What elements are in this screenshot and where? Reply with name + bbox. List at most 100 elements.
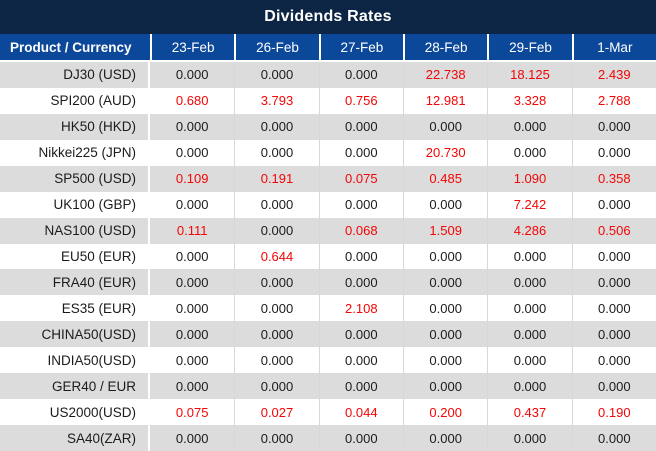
rate-cell: 0.191 <box>234 166 318 192</box>
product-cell: GER40 / EUR <box>0 373 150 399</box>
table-row: CHINA50(USD)0.0000.0000.0000.0000.0000.0… <box>0 321 656 347</box>
product-cell: Nikkei225 (JPN) <box>0 140 150 166</box>
rate-cell: 0.075 <box>150 399 234 425</box>
rate-cell: 0.000 <box>572 269 656 295</box>
widget-title: Dividends Rates <box>0 0 656 34</box>
product-cell: SP500 (USD) <box>0 166 150 192</box>
rate-cell: 0.506 <box>572 218 656 244</box>
rate-cell: 0.000 <box>487 295 571 321</box>
rate-cell: 0.000 <box>403 321 487 347</box>
rate-cell: 0.000 <box>572 347 656 373</box>
rate-cell: 0.000 <box>487 244 571 270</box>
rate-cell: 0.000 <box>487 140 571 166</box>
rate-cell: 0.000 <box>572 244 656 270</box>
table-row: DJ30 (USD)0.0000.0000.00022.73818.1252.4… <box>0 62 656 88</box>
rate-cell: 4.286 <box>487 218 571 244</box>
rate-cell: 0.000 <box>319 373 403 399</box>
column-header-date-6: 1-Mar <box>574 34 656 60</box>
rate-cell: 22.738 <box>403 62 487 88</box>
rate-cell: 0.000 <box>150 425 234 451</box>
rate-cell: 0.000 <box>572 192 656 218</box>
rate-cell: 0.000 <box>319 321 403 347</box>
rate-cell: 0.000 <box>234 218 318 244</box>
rate-cell: 0.000 <box>403 244 487 270</box>
rate-cell: 0.680 <box>150 88 234 114</box>
rate-cell: 0.000 <box>319 269 403 295</box>
rate-cell: 0.200 <box>403 399 487 425</box>
rate-cell: 0.000 <box>572 140 656 166</box>
rate-cell: 0.000 <box>150 373 234 399</box>
rate-cell: 1.090 <box>487 166 571 192</box>
product-cell: FRA40 (EUR) <box>0 269 150 295</box>
product-cell: UK100 (GBP) <box>0 192 150 218</box>
rate-cell: 0.190 <box>572 399 656 425</box>
rate-cell: 0.000 <box>150 347 234 373</box>
rate-cell: 12.981 <box>403 88 487 114</box>
rate-cell: 0.000 <box>319 114 403 140</box>
column-header-date-4: 28-Feb <box>405 34 487 60</box>
rate-cell: 0.756 <box>319 88 403 114</box>
rate-cell: 0.358 <box>572 166 656 192</box>
rate-cell: 0.000 <box>572 373 656 399</box>
rate-cell: 2.439 <box>572 62 656 88</box>
rate-cell: 18.125 <box>487 62 571 88</box>
rate-cell: 0.000 <box>234 114 318 140</box>
product-cell: US2000(USD) <box>0 399 150 425</box>
rate-cell: 0.109 <box>150 166 234 192</box>
rate-cell: 0.000 <box>319 425 403 451</box>
product-cell: SA40(ZAR) <box>0 425 150 451</box>
rate-cell: 0.000 <box>487 347 571 373</box>
rate-cell: 0.000 <box>234 269 318 295</box>
rate-cell: 0.644 <box>234 244 318 270</box>
column-header-date-1: 23-Feb <box>152 34 234 60</box>
rate-cell: 0.000 <box>403 114 487 140</box>
table-row: UK100 (GBP)0.0000.0000.0000.0007.2420.00… <box>0 192 656 218</box>
rate-cell: 0.000 <box>487 373 571 399</box>
table-row: GER40 / EUR0.0000.0000.0000.0000.0000.00… <box>0 373 656 399</box>
rate-cell: 0.000 <box>487 321 571 347</box>
rate-cell: 0.000 <box>234 62 318 88</box>
table-row: Nikkei225 (JPN)0.0000.0000.00020.7300.00… <box>0 140 656 166</box>
rate-cell: 0.000 <box>487 269 571 295</box>
table-row: SPI200 (AUD)0.6803.7930.75612.9813.3282.… <box>0 88 656 114</box>
table-row: US2000(USD)0.0750.0270.0440.2000.4370.19… <box>0 399 656 425</box>
rate-cell: 0.000 <box>234 192 318 218</box>
rate-cell: 0.075 <box>319 166 403 192</box>
rate-cell: 0.044 <box>319 399 403 425</box>
rate-cell: 0.000 <box>572 425 656 451</box>
rate-cell: 0.485 <box>403 166 487 192</box>
product-cell: EU50 (EUR) <box>0 244 150 270</box>
rate-cell: 0.000 <box>403 373 487 399</box>
product-cell: SPI200 (AUD) <box>0 88 150 114</box>
rate-cell: 0.437 <box>487 399 571 425</box>
rate-cell: 0.000 <box>234 347 318 373</box>
rate-cell: 3.328 <box>487 88 571 114</box>
rate-cell: 0.000 <box>150 321 234 347</box>
rate-cell: 0.111 <box>150 218 234 244</box>
product-cell: CHINA50(USD) <box>0 321 150 347</box>
rate-cell: 0.000 <box>234 425 318 451</box>
rate-cell: 0.000 <box>234 373 318 399</box>
rate-cell: 0.000 <box>319 347 403 373</box>
rate-cell: 0.000 <box>403 269 487 295</box>
rate-cell: 0.068 <box>319 218 403 244</box>
rate-cell: 0.000 <box>150 62 234 88</box>
rate-cell: 0.000 <box>403 192 487 218</box>
rate-cell: 0.000 <box>150 140 234 166</box>
table-row: INDIA50(USD)0.0000.0000.0000.0000.0000.0… <box>0 347 656 373</box>
rate-cell: 1.509 <box>403 218 487 244</box>
column-header-product-currency: Product / Currency <box>0 34 150 60</box>
table-row: SP500 (USD)0.1090.1910.0750.4851.0900.35… <box>0 166 656 192</box>
column-header-date-5: 29-Feb <box>489 34 571 60</box>
rate-cell: 0.000 <box>150 244 234 270</box>
product-cell: ES35 (EUR) <box>0 295 150 321</box>
rate-cell: 0.000 <box>150 269 234 295</box>
rate-cell: 0.000 <box>150 295 234 321</box>
table-row: NAS100 (USD)0.1110.0000.0681.5094.2860.5… <box>0 218 656 244</box>
rate-cell: 0.000 <box>487 425 571 451</box>
rate-cell: 7.242 <box>487 192 571 218</box>
column-header-date-2: 26-Feb <box>236 34 318 60</box>
column-header-date-3: 27-Feb <box>321 34 403 60</box>
rate-cell: 2.788 <box>572 88 656 114</box>
table-row: ES35 (EUR)0.0000.0002.1080.0000.0000.000 <box>0 295 656 321</box>
